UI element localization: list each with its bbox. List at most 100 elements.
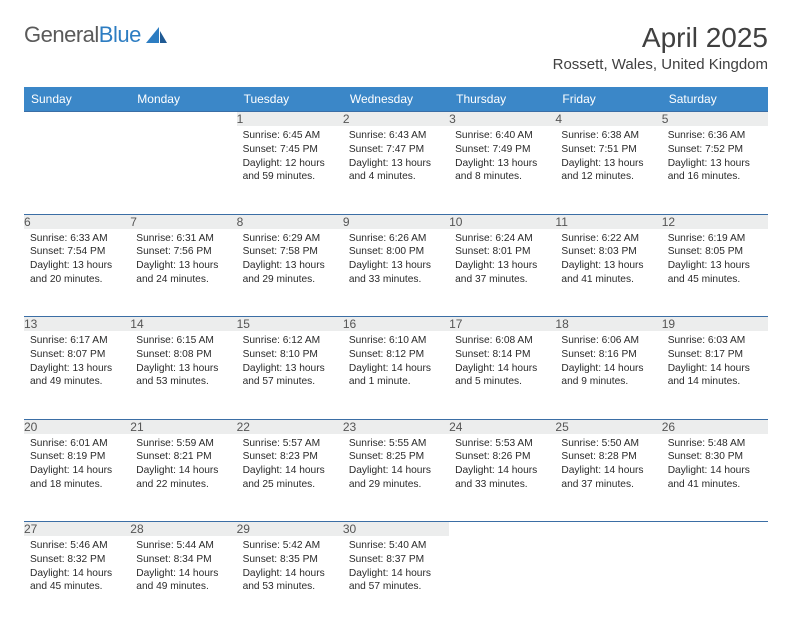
sunrise-line: Sunrise: 6:45 AM xyxy=(243,129,337,143)
sunrise-line: Sunrise: 6:15 AM xyxy=(136,334,230,348)
day-number-cell: 11 xyxy=(555,214,661,229)
day-number-cell: 19 xyxy=(662,317,768,332)
sunset-line: Sunset: 8:23 PM xyxy=(243,450,337,464)
daynum-row: 27282930 xyxy=(24,522,768,537)
day-number-cell: 12 xyxy=(662,214,768,229)
sunrise-line: Sunrise: 6:26 AM xyxy=(349,232,443,246)
day-cell: Sunrise: 6:45 AMSunset: 7:45 PMDaylight:… xyxy=(237,126,343,189)
daylight-line: Daylight: 13 hours and 4 minutes. xyxy=(349,157,443,185)
day-cell: Sunrise: 6:12 AMSunset: 8:10 PMDaylight:… xyxy=(237,331,343,394)
sunset-line: Sunset: 7:52 PM xyxy=(668,143,762,157)
daylight-line: Daylight: 13 hours and 24 minutes. xyxy=(136,259,230,287)
day-cell: Sunrise: 5:44 AMSunset: 8:34 PMDaylight:… xyxy=(130,536,236,599)
day-header: Sunday xyxy=(24,87,130,112)
sunrise-line: Sunrise: 6:43 AM xyxy=(349,129,443,143)
day-cell: Sunrise: 6:19 AMSunset: 8:05 PMDaylight:… xyxy=(662,229,768,292)
logo-text: GeneralBlue xyxy=(24,22,141,48)
day-cell: Sunrise: 5:50 AMSunset: 8:28 PMDaylight:… xyxy=(555,434,661,497)
daylight-line: Daylight: 13 hours and 8 minutes. xyxy=(455,157,549,185)
sunset-line: Sunset: 8:05 PM xyxy=(668,245,762,259)
sunset-line: Sunset: 8:26 PM xyxy=(455,450,549,464)
sunrise-line: Sunrise: 5:57 AM xyxy=(243,437,337,451)
day-header: Monday xyxy=(130,87,236,112)
sunset-line: Sunset: 7:49 PM xyxy=(455,143,549,157)
daylight-line: Daylight: 14 hours and 41 minutes. xyxy=(668,464,762,492)
day-number-cell: 8 xyxy=(237,214,343,229)
empty-day-cell xyxy=(555,536,661,544)
day-cell: Sunrise: 6:36 AMSunset: 7:52 PMDaylight:… xyxy=(662,126,768,189)
day-number-cell: 17 xyxy=(449,317,555,332)
sunrise-line: Sunrise: 5:59 AM xyxy=(136,437,230,451)
day-cell: Sunrise: 5:46 AMSunset: 8:32 PMDaylight:… xyxy=(24,536,130,599)
sunrise-line: Sunrise: 6:40 AM xyxy=(455,129,549,143)
day-cell: Sunrise: 6:03 AMSunset: 8:17 PMDaylight:… xyxy=(662,331,768,394)
daylight-line: Daylight: 14 hours and 22 minutes. xyxy=(136,464,230,492)
sunrise-line: Sunrise: 5:53 AM xyxy=(455,437,549,451)
sunset-line: Sunset: 8:10 PM xyxy=(243,348,337,362)
day-number-cell: 28 xyxy=(130,522,236,537)
sunrise-line: Sunrise: 6:22 AM xyxy=(561,232,655,246)
sunrise-line: Sunrise: 6:38 AM xyxy=(561,129,655,143)
daylight-line: Daylight: 14 hours and 45 minutes. xyxy=(30,567,124,595)
empty-cell xyxy=(555,522,661,537)
day-number-cell: 5 xyxy=(662,112,768,127)
day-number-cell: 29 xyxy=(237,522,343,537)
day-cell: Sunrise: 6:06 AMSunset: 8:16 PMDaylight:… xyxy=(555,331,661,394)
day-cell: Sunrise: 6:31 AMSunset: 7:56 PMDaylight:… xyxy=(130,229,236,292)
day-cell: Sunrise: 5:59 AMSunset: 8:21 PMDaylight:… xyxy=(130,434,236,497)
empty-cell xyxy=(662,522,768,537)
daylight-line: Daylight: 14 hours and 18 minutes. xyxy=(30,464,124,492)
sunset-line: Sunset: 8:30 PM xyxy=(668,450,762,464)
day-content-row: Sunrise: 6:33 AMSunset: 7:54 PMDaylight:… xyxy=(24,229,768,317)
daylight-line: Daylight: 13 hours and 49 minutes. xyxy=(30,362,124,390)
month-title: April 2025 xyxy=(553,22,768,54)
sunrise-line: Sunrise: 6:01 AM xyxy=(30,437,124,451)
day-cell: Sunrise: 5:57 AMSunset: 8:23 PMDaylight:… xyxy=(237,434,343,497)
daylight-line: Daylight: 13 hours and 41 minutes. xyxy=(561,259,655,287)
day-cell: Sunrise: 5:48 AMSunset: 8:30 PMDaylight:… xyxy=(662,434,768,497)
day-number-cell: 14 xyxy=(130,317,236,332)
day-content-row: Sunrise: 6:17 AMSunset: 8:07 PMDaylight:… xyxy=(24,331,768,419)
day-cell: Sunrise: 5:42 AMSunset: 8:35 PMDaylight:… xyxy=(237,536,343,599)
day-cell: Sunrise: 5:40 AMSunset: 8:37 PMDaylight:… xyxy=(343,536,449,599)
daylight-line: Daylight: 14 hours and 33 minutes. xyxy=(455,464,549,492)
day-cell: Sunrise: 6:29 AMSunset: 7:58 PMDaylight:… xyxy=(237,229,343,292)
daylight-line: Daylight: 14 hours and 49 minutes. xyxy=(136,567,230,595)
sunset-line: Sunset: 8:00 PM xyxy=(349,245,443,259)
day-number-cell: 24 xyxy=(449,419,555,434)
sunset-line: Sunset: 8:25 PM xyxy=(349,450,443,464)
day-number-cell: 4 xyxy=(555,112,661,127)
day-content-row: Sunrise: 6:45 AMSunset: 7:45 PMDaylight:… xyxy=(24,126,768,214)
daylight-line: Daylight: 14 hours and 5 minutes. xyxy=(455,362,549,390)
empty-day-cell xyxy=(449,536,555,544)
sunrise-line: Sunrise: 5:46 AM xyxy=(30,539,124,553)
daynum-row: 13141516171819 xyxy=(24,317,768,332)
day-cell: Sunrise: 6:43 AMSunset: 7:47 PMDaylight:… xyxy=(343,126,449,189)
day-cell: Sunrise: 6:17 AMSunset: 8:07 PMDaylight:… xyxy=(24,331,130,394)
daylight-line: Daylight: 13 hours and 57 minutes. xyxy=(243,362,337,390)
calendar-head: SundayMondayTuesdayWednesdayThursdayFrid… xyxy=(24,87,768,112)
sunrise-line: Sunrise: 6:17 AM xyxy=(30,334,124,348)
sunrise-line: Sunrise: 6:19 AM xyxy=(668,232,762,246)
sunset-line: Sunset: 8:16 PM xyxy=(561,348,655,362)
day-cell: Sunrise: 6:40 AMSunset: 7:49 PMDaylight:… xyxy=(449,126,555,189)
sunset-line: Sunset: 8:07 PM xyxy=(30,348,124,362)
sunrise-line: Sunrise: 5:44 AM xyxy=(136,539,230,553)
sunset-line: Sunset: 8:32 PM xyxy=(30,553,124,567)
day-cell: Sunrise: 6:08 AMSunset: 8:14 PMDaylight:… xyxy=(449,331,555,394)
day-cell: Sunrise: 5:55 AMSunset: 8:25 PMDaylight:… xyxy=(343,434,449,497)
calendar-body: 12345Sunrise: 6:45 AMSunset: 7:45 PMDayl… xyxy=(24,112,768,624)
sunrise-line: Sunrise: 6:12 AM xyxy=(243,334,337,348)
day-number-cell: 21 xyxy=(130,419,236,434)
location-text: Rossett, Wales, United Kingdom xyxy=(553,56,768,73)
day-cell: Sunrise: 6:15 AMSunset: 8:08 PMDaylight:… xyxy=(130,331,236,394)
logo-sail-icon xyxy=(145,25,169,45)
day-cell: Sunrise: 6:24 AMSunset: 8:01 PMDaylight:… xyxy=(449,229,555,292)
day-number-cell: 18 xyxy=(555,317,661,332)
sunset-line: Sunset: 8:17 PM xyxy=(668,348,762,362)
sunrise-line: Sunrise: 5:55 AM xyxy=(349,437,443,451)
sunset-line: Sunset: 8:28 PM xyxy=(561,450,655,464)
sunrise-line: Sunrise: 6:31 AM xyxy=(136,232,230,246)
daylight-line: Daylight: 13 hours and 53 minutes. xyxy=(136,362,230,390)
sunset-line: Sunset: 8:35 PM xyxy=(243,553,337,567)
